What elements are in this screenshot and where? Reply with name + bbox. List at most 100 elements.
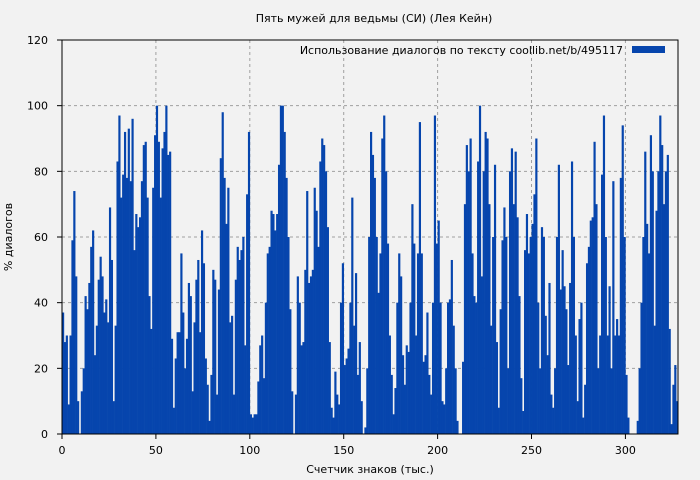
y-tick-label: 0 bbox=[41, 428, 48, 441]
bar bbox=[180, 253, 183, 434]
bar bbox=[259, 345, 262, 434]
bar bbox=[623, 237, 626, 434]
bar bbox=[176, 332, 179, 434]
bar bbox=[270, 210, 273, 434]
bar bbox=[311, 269, 314, 434]
bar bbox=[304, 269, 307, 434]
bar bbox=[525, 214, 529, 434]
bar bbox=[92, 230, 95, 434]
bar bbox=[531, 223, 534, 434]
y-tick-label: 60 bbox=[34, 231, 48, 244]
bar bbox=[315, 210, 318, 434]
bar bbox=[373, 177, 376, 434]
bar bbox=[324, 171, 328, 435]
bar bbox=[146, 197, 149, 434]
bar bbox=[462, 361, 465, 434]
bar bbox=[123, 131, 127, 434]
bar bbox=[638, 368, 641, 434]
bar bbox=[674, 365, 677, 434]
bar bbox=[347, 348, 350, 434]
bar bbox=[107, 322, 110, 434]
bar bbox=[110, 259, 114, 434]
bar bbox=[503, 207, 506, 434]
x-tick-label: 150 bbox=[333, 444, 354, 457]
bar bbox=[662, 204, 666, 434]
bar bbox=[616, 319, 619, 434]
bar bbox=[563, 286, 566, 434]
bar bbox=[383, 115, 386, 435]
bar bbox=[343, 365, 346, 434]
bar bbox=[351, 197, 354, 434]
bar bbox=[90, 246, 93, 434]
x-tick-label: 0 bbox=[59, 444, 66, 457]
bar bbox=[636, 420, 639, 434]
x-axis-label: Счетчик знаков (тыс.) bbox=[306, 463, 434, 476]
bar bbox=[165, 105, 168, 435]
bar bbox=[572, 237, 576, 434]
bar bbox=[249, 414, 252, 434]
bar bbox=[415, 335, 418, 434]
bar bbox=[640, 302, 643, 434]
bar bbox=[467, 171, 470, 435]
bar bbox=[437, 220, 440, 434]
bar bbox=[272, 214, 275, 434]
bar bbox=[484, 131, 487, 434]
bar bbox=[178, 332, 181, 434]
bar bbox=[392, 414, 395, 434]
bar bbox=[385, 171, 388, 435]
bar bbox=[499, 309, 502, 434]
bar bbox=[257, 381, 260, 434]
bar bbox=[512, 204, 515, 434]
bar bbox=[604, 237, 607, 434]
x-tick-label: 50 bbox=[149, 444, 163, 457]
bar bbox=[619, 177, 622, 434]
bar bbox=[268, 246, 271, 434]
bar bbox=[84, 296, 87, 434]
bar bbox=[422, 361, 425, 434]
bar bbox=[390, 374, 393, 434]
bar bbox=[469, 138, 472, 434]
bar bbox=[561, 250, 564, 434]
bar bbox=[492, 237, 495, 434]
bar bbox=[488, 204, 491, 434]
bar bbox=[518, 296, 521, 434]
bar bbox=[185, 338, 189, 434]
bar bbox=[232, 394, 236, 434]
bar bbox=[73, 191, 76, 434]
bar bbox=[368, 237, 371, 434]
bar bbox=[313, 187, 316, 434]
bar bbox=[189, 296, 192, 434]
bar bbox=[478, 105, 482, 435]
bar bbox=[182, 312, 185, 434]
bar bbox=[420, 253, 423, 434]
bar bbox=[539, 368, 542, 434]
bar bbox=[584, 384, 587, 434]
bar bbox=[279, 105, 283, 435]
bar bbox=[676, 401, 679, 434]
bar bbox=[475, 302, 478, 434]
bar bbox=[439, 302, 442, 434]
bar bbox=[287, 237, 290, 434]
bar bbox=[227, 187, 230, 434]
bar bbox=[253, 414, 256, 434]
bar bbox=[300, 345, 303, 434]
bar bbox=[67, 404, 70, 434]
bar bbox=[544, 315, 547, 434]
bar bbox=[108, 207, 112, 434]
bar bbox=[381, 138, 384, 434]
bar bbox=[154, 135, 157, 434]
y-axis: 0 20 40 60 80 100 120 bbox=[27, 34, 62, 441]
bar bbox=[431, 302, 435, 434]
bar bbox=[169, 151, 172, 434]
bar bbox=[289, 309, 292, 434]
bar bbox=[206, 384, 209, 434]
x-axis: 0 50 100 150 200 250 300 bbox=[59, 434, 636, 457]
bar bbox=[262, 378, 266, 434]
bar bbox=[339, 302, 343, 434]
bar bbox=[482, 171, 485, 435]
bar bbox=[597, 368, 600, 434]
bar bbox=[332, 417, 335, 434]
bar bbox=[210, 374, 213, 434]
bar bbox=[377, 292, 380, 434]
bar bbox=[116, 161, 119, 434]
